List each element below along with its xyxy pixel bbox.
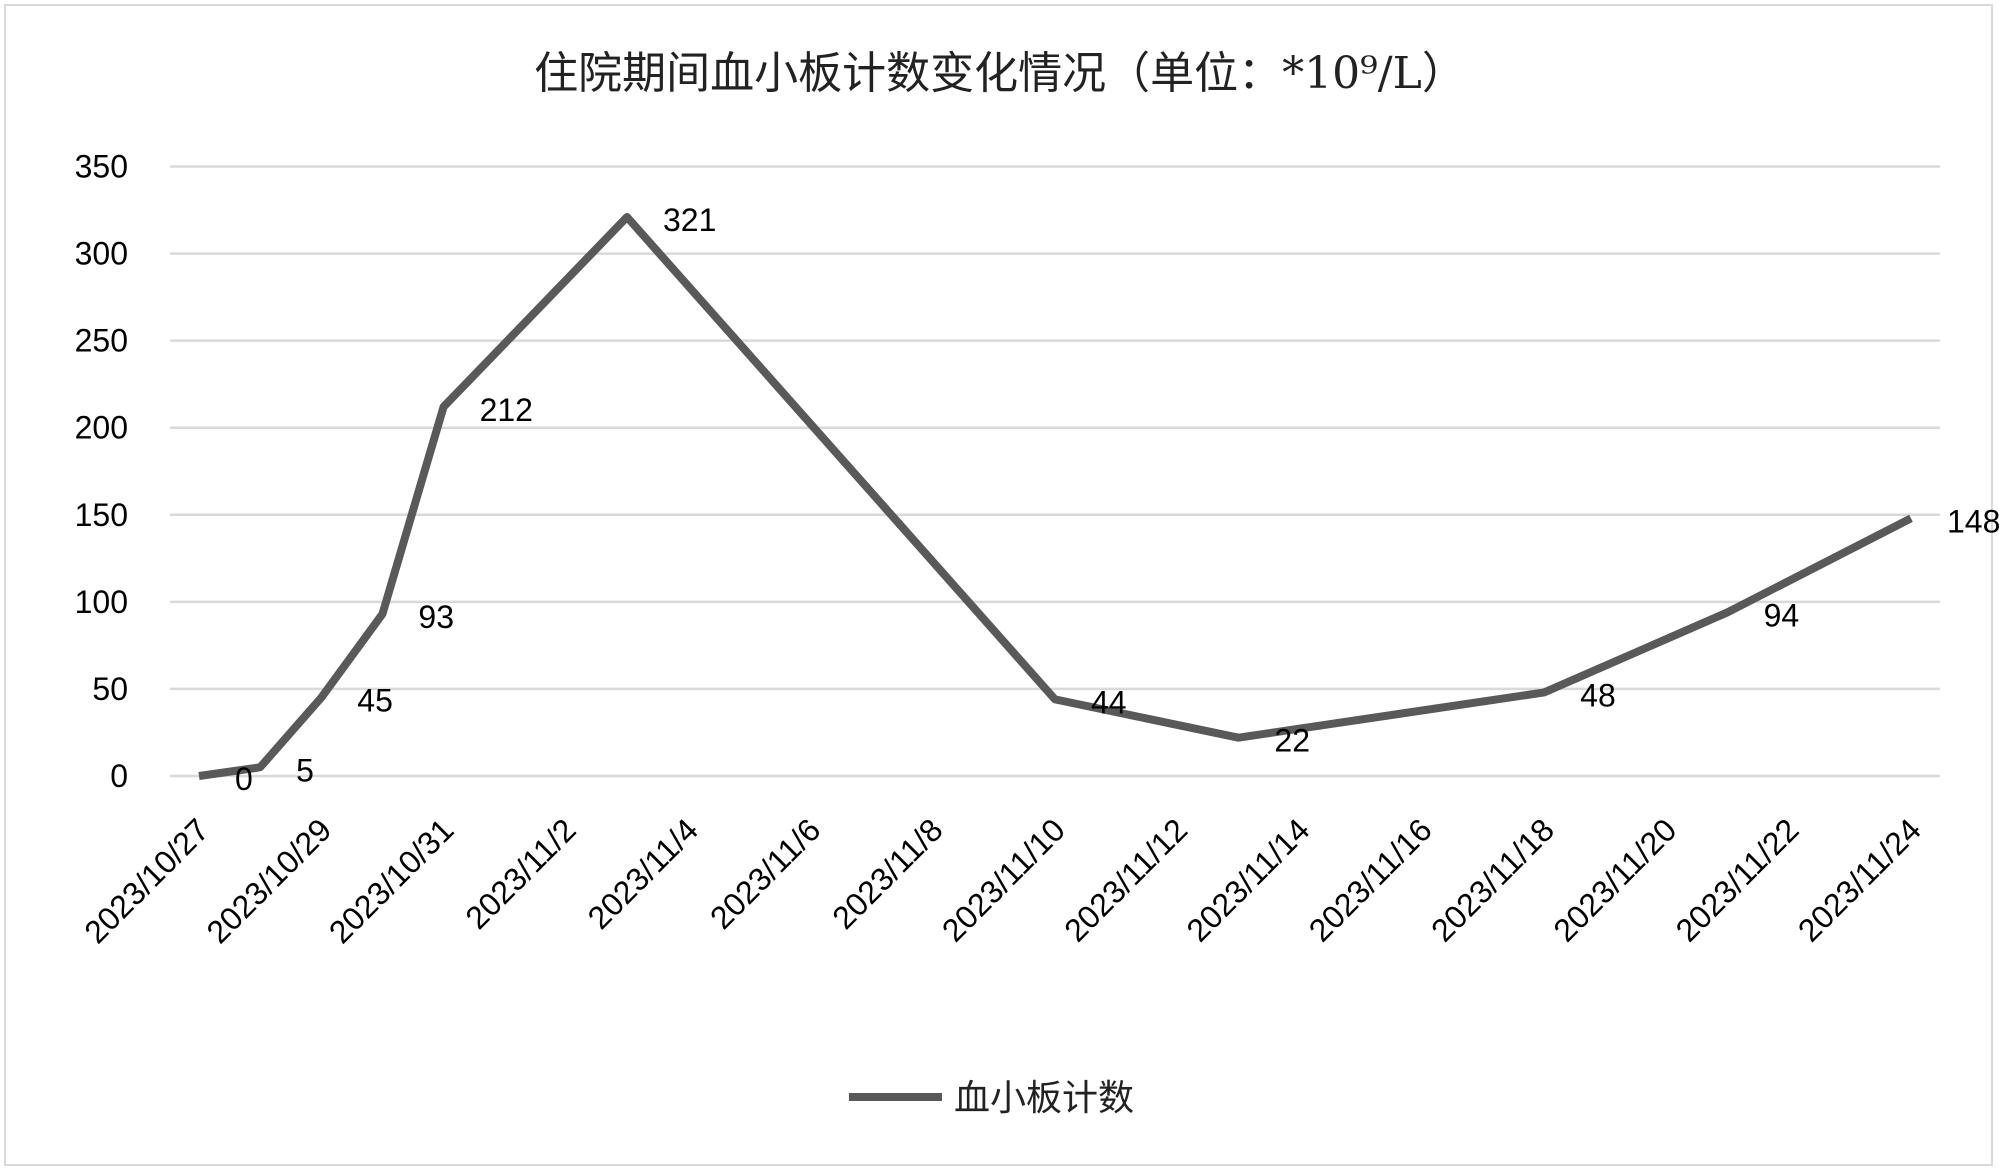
data-label: 212 (480, 392, 533, 428)
data-label: 148 (1947, 503, 1999, 539)
data-label: 45 (357, 683, 393, 719)
y-tick-label: 250 (75, 323, 128, 359)
x-tick-label: 2023/11/18 (1424, 811, 1561, 948)
series-line (198, 213, 1913, 780)
chart-title: 住院期间血小板计数变化情况（单位：*10⁹/L） (534, 48, 1466, 99)
y-tick-label: 350 (75, 149, 128, 185)
y-tick-label: 100 (75, 584, 128, 620)
legend: 血小板计数 (849, 1078, 1134, 1119)
x-tick-label: 2023/11/24 (1791, 811, 1928, 948)
data-label: 93 (418, 599, 454, 635)
x-tick-label: 2023/10/27 (77, 811, 216, 950)
data-label: 0 (235, 761, 253, 797)
data-label: 94 (1764, 597, 1800, 633)
x-tick-label: 2023/11/16 (1302, 811, 1439, 948)
chart-frame (4, 4, 1993, 1166)
x-tick-label: 2023/11/12 (1057, 811, 1194, 948)
x-tick-label: 2023/11/22 (1669, 811, 1806, 948)
x-tick-label: 2023/11/2 (458, 811, 582, 935)
data-label: 22 (1274, 723, 1310, 759)
y-tick-label: 50 (92, 671, 128, 707)
x-tick-label: 2023/11/8 (825, 811, 949, 935)
data-label: 48 (1580, 677, 1616, 713)
x-tick-label: 2023/10/31 (322, 811, 461, 950)
y-tick-label: 150 (75, 497, 128, 533)
y-tick-label: 300 (75, 236, 128, 272)
x-tick-label: 2023/11/10 (935, 811, 1072, 948)
x-tick-label: 2023/10/29 (200, 811, 339, 950)
x-tick-label: 2023/11/20 (1546, 811, 1683, 948)
legend-label: 血小板计数 (954, 1078, 1134, 1119)
y-tick-label: 0 (110, 758, 128, 794)
y-tick-label: 200 (75, 410, 128, 446)
x-tick-label: 2023/11/4 (581, 811, 705, 935)
data-label: 321 (663, 202, 716, 238)
x-tick-label: 2023/11/14 (1179, 811, 1316, 948)
data-label: 5 (296, 752, 314, 788)
x-tick-label: 2023/11/6 (703, 811, 827, 935)
data-label: 44 (1091, 684, 1127, 720)
